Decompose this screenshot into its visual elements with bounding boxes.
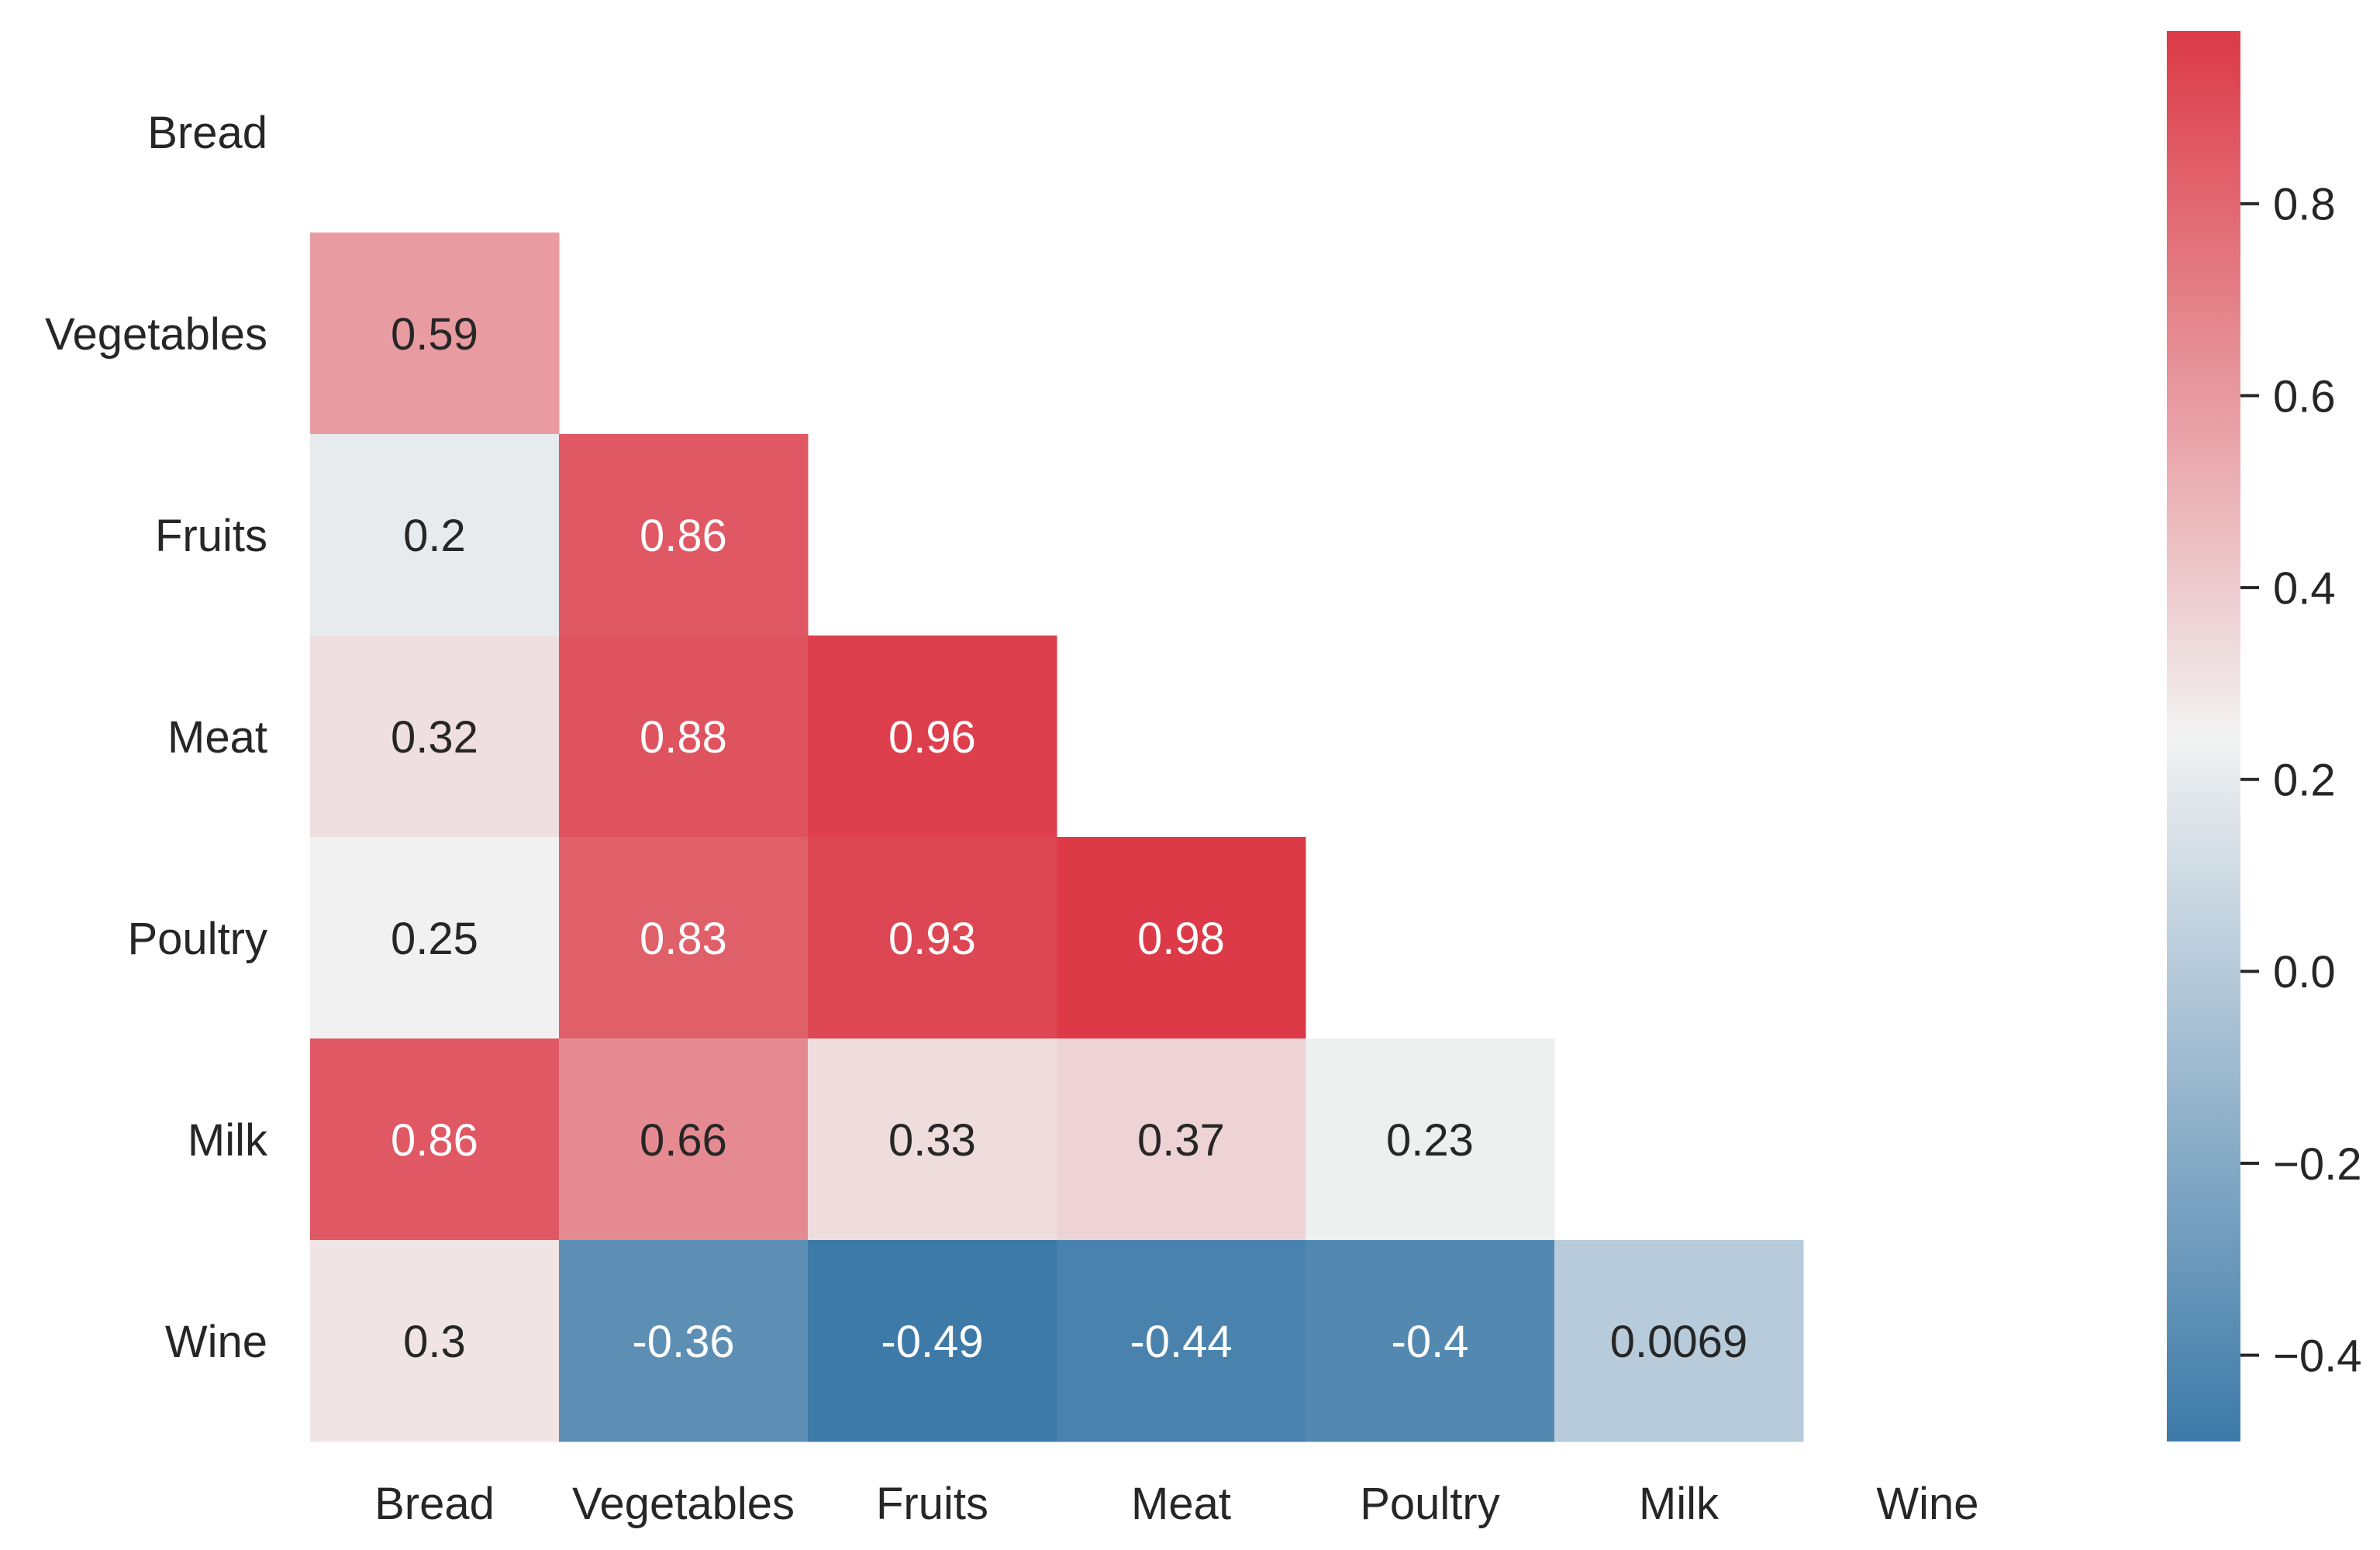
colorbar-tick-label: −0.2 (2273, 1139, 2362, 1190)
colorbar-tick-label: 0.2 (2273, 756, 2336, 806)
heatmap-cell-milk-bread (310, 1038, 560, 1241)
heatmap-cell-wine-poultry (1306, 1240, 1555, 1442)
heatmap-cell-milk-meat (1057, 1038, 1306, 1241)
heatmap-cell-wine-vegetables (559, 1240, 809, 1442)
x-tick-label-vegetables: Vegetables (572, 1479, 795, 1529)
cell-value-label: 0.83 (640, 914, 727, 964)
cell-value-label: -0.44 (1130, 1317, 1232, 1367)
cell-value-label: 0.96 (888, 712, 976, 763)
cell-value-label: 0.23 (1386, 1115, 1474, 1166)
heatmap-cell-poultry-fruits (808, 837, 1057, 1039)
cell-value-label: 0.2 (403, 511, 466, 561)
y-tick-label-bread: Bread (147, 108, 267, 158)
y-tick-label-vegetables: Vegetables (45, 309, 267, 360)
cell-value-label: -0.49 (881, 1317, 983, 1367)
cell-value-label: 0.32 (391, 712, 478, 763)
colorbar-tick-label: −0.4 (2273, 1331, 2362, 1381)
cell-value-label: 0.25 (391, 914, 478, 964)
cell-value-label: 0.37 (1137, 1115, 1225, 1166)
heatmap-cell-fruits-vegetables (559, 434, 809, 636)
colorbar-tick-label: 0.4 (2273, 563, 2336, 614)
y-tick-labels: Bread Vegetables Fruits Meat Poultry Milk Wine (45, 108, 268, 1367)
heatmap-cell-meat-fruits (808, 636, 1057, 838)
y-tick-label-fruits: Fruits (155, 511, 267, 561)
x-tick-labels: Bread Vegetables Fruits Meat Poultry Milk Wine (374, 1479, 1978, 1529)
heatmap-cell-poultry-vegetables (559, 837, 809, 1039)
heatmap-cell-milk-fruits (808, 1038, 1057, 1241)
colorbar-tick-label: 0.6 (2273, 371, 2336, 422)
heatmap-cell-milk-vegetables (559, 1038, 809, 1241)
heatmap-cell-meat-vegetables (559, 636, 809, 838)
x-tick-label-milk: Milk (1639, 1479, 1719, 1529)
x-tick-label-fruits: Fruits (876, 1479, 988, 1529)
cell-value-label: 0.86 (640, 511, 727, 561)
cell-value-label: 0.59 (391, 309, 478, 360)
y-tick-label-milk: Milk (188, 1115, 268, 1166)
cell-value-label: 0.66 (640, 1115, 727, 1166)
heatmap-cell-wine-meat (1057, 1240, 1306, 1442)
y-tick-label-meat: Meat (167, 712, 267, 763)
cell-value-label: 0.98 (1137, 914, 1225, 964)
x-tick-label-meat: Meat (1131, 1479, 1231, 1529)
heatmap-cell-poultry-meat (1057, 837, 1306, 1039)
x-tick-label-wine: Wine (1876, 1479, 1978, 1529)
cell-value-label: -0.36 (632, 1317, 734, 1367)
heatmap-cell-meat-bread (310, 636, 560, 838)
colorbar: 0.8 0.6 0.4 0.2 0.0 −0.2 −0.4 (2167, 31, 2362, 1442)
heatmap-cell-wine-fruits (808, 1240, 1057, 1442)
heatmap-cells: 0.59 0.2 0.86 0.32 0.88 0.96 0.25 0.83 0.93 0.98 0… (310, 232, 1804, 1442)
cell-value-label: -0.4 (1392, 1317, 1469, 1367)
heatmap-cell-wine-bread (310, 1240, 560, 1442)
x-tick-label-poultry: Poultry (1360, 1479, 1500, 1529)
cell-value-label: 0.3 (403, 1317, 466, 1367)
heatmap-cell-poultry-bread (310, 837, 560, 1039)
heatmap-cell-fruits-bread (310, 434, 560, 636)
colorbar-tick-label: 0.0 (2273, 947, 2336, 997)
cell-value-label: 0.93 (888, 914, 976, 964)
cell-value-label: 0.88 (640, 712, 727, 763)
colorbar-gradient (2167, 31, 2240, 1442)
cell-value-label: 0.33 (888, 1115, 976, 1166)
y-tick-label-wine: Wine (165, 1317, 267, 1367)
cell-value-label: 0.86 (391, 1115, 478, 1166)
heatmap-cell-wine-milk (1554, 1240, 1804, 1442)
cell-value-label: 0.0069 (1610, 1317, 1747, 1367)
y-tick-label-poultry: Poultry (127, 914, 267, 964)
heatmap-cell-vegetables-bread (310, 232, 560, 435)
colorbar-tick-label: 0.8 (2273, 180, 2336, 230)
heatmap-cell-milk-poultry (1306, 1038, 1555, 1241)
x-tick-label-bread: Bread (374, 1479, 495, 1529)
